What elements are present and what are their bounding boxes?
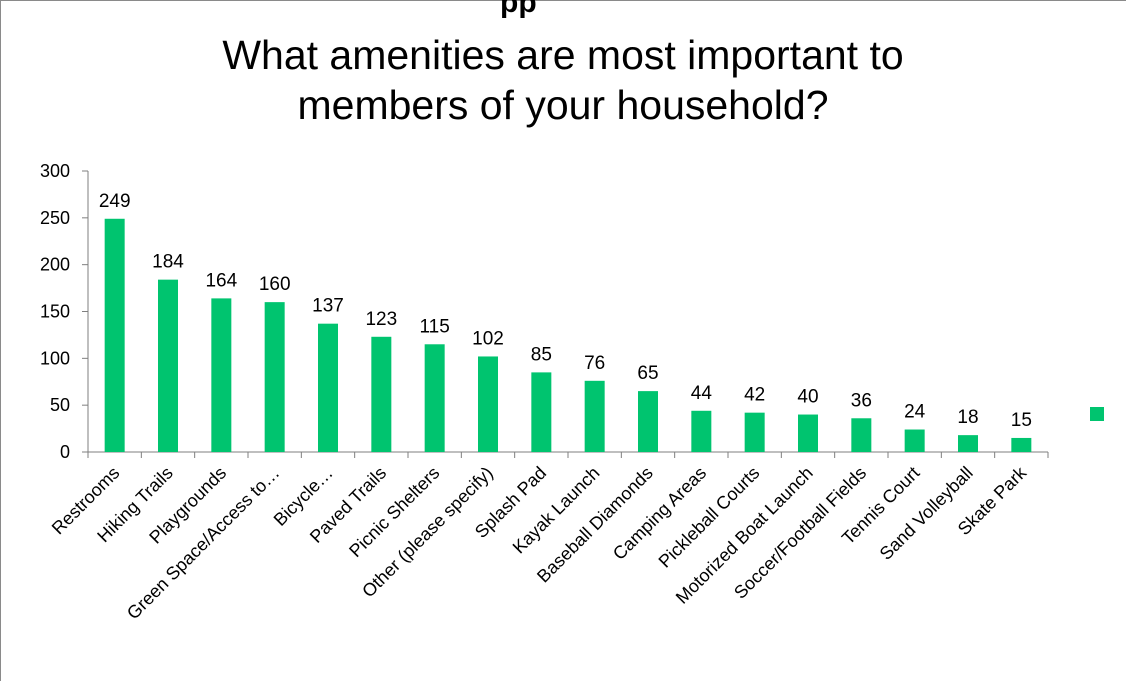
data-label: 76	[584, 353, 605, 374]
bar	[531, 372, 552, 452]
bar	[158, 279, 178, 452]
data-label: 24	[904, 402, 926, 423]
bar	[318, 323, 338, 452]
data-label: 164	[205, 270, 237, 291]
category-label: Sand Volleyball	[876, 463, 977, 564]
y-tick-label: 150	[40, 302, 70, 322]
y-axis: 0 50 100 150 200 250 300	[40, 161, 89, 462]
bar	[1011, 437, 1032, 452]
y-tick-label: 250	[40, 208, 70, 228]
data-label: 160	[259, 274, 291, 295]
x-axis	[87, 451, 1049, 458]
y-tick-label: 300	[40, 161, 70, 181]
chart-title-line-2: members of your household?	[297, 82, 829, 128]
bar	[264, 302, 285, 452]
legend	[1090, 407, 1104, 421]
data-label: 44	[691, 383, 713, 404]
bar	[958, 435, 978, 452]
bar	[211, 298, 232, 452]
category-label: Camping Areas	[609, 463, 710, 564]
bar	[744, 412, 765, 452]
data-label: 123	[365, 309, 397, 330]
chart-title-line-1: What amenities are most important to	[222, 32, 904, 78]
legend-swatch	[1090, 407, 1104, 421]
bar	[691, 410, 712, 452]
chart-title: What amenities are most important to mem…	[0, 30, 1126, 130]
data-label: 40	[797, 387, 818, 408]
data-label: 18	[957, 407, 978, 428]
bar	[478, 356, 498, 452]
data-label: 42	[744, 385, 765, 406]
data-label: 65	[637, 363, 658, 384]
y-tick-label: 50	[50, 395, 70, 415]
bar	[104, 218, 125, 452]
bar	[904, 429, 925, 452]
y-tick-label: 200	[40, 255, 70, 275]
data-label: 102	[472, 328, 504, 349]
bars	[104, 218, 1032, 452]
y-tick-label: 0	[60, 442, 70, 462]
bar	[798, 414, 818, 452]
bar	[638, 391, 658, 452]
bar	[371, 336, 392, 452]
data-labels: 249 184 164 160 137 123 115 102 85 76 65 44 42 40 36 24…	[99, 191, 1032, 431]
bar	[424, 344, 445, 452]
data-label: 184	[152, 252, 184, 273]
bar	[584, 380, 605, 452]
y-tick-label: 100	[40, 348, 70, 368]
cut-off-heading: pp	[500, 0, 537, 19]
data-label: 115	[420, 316, 450, 337]
data-label: 36	[851, 390, 872, 411]
data-label: 249	[99, 191, 131, 212]
data-label: 15	[1011, 410, 1032, 431]
bar	[851, 418, 872, 452]
data-label: 85	[531, 344, 552, 365]
data-label: 137	[312, 296, 344, 317]
